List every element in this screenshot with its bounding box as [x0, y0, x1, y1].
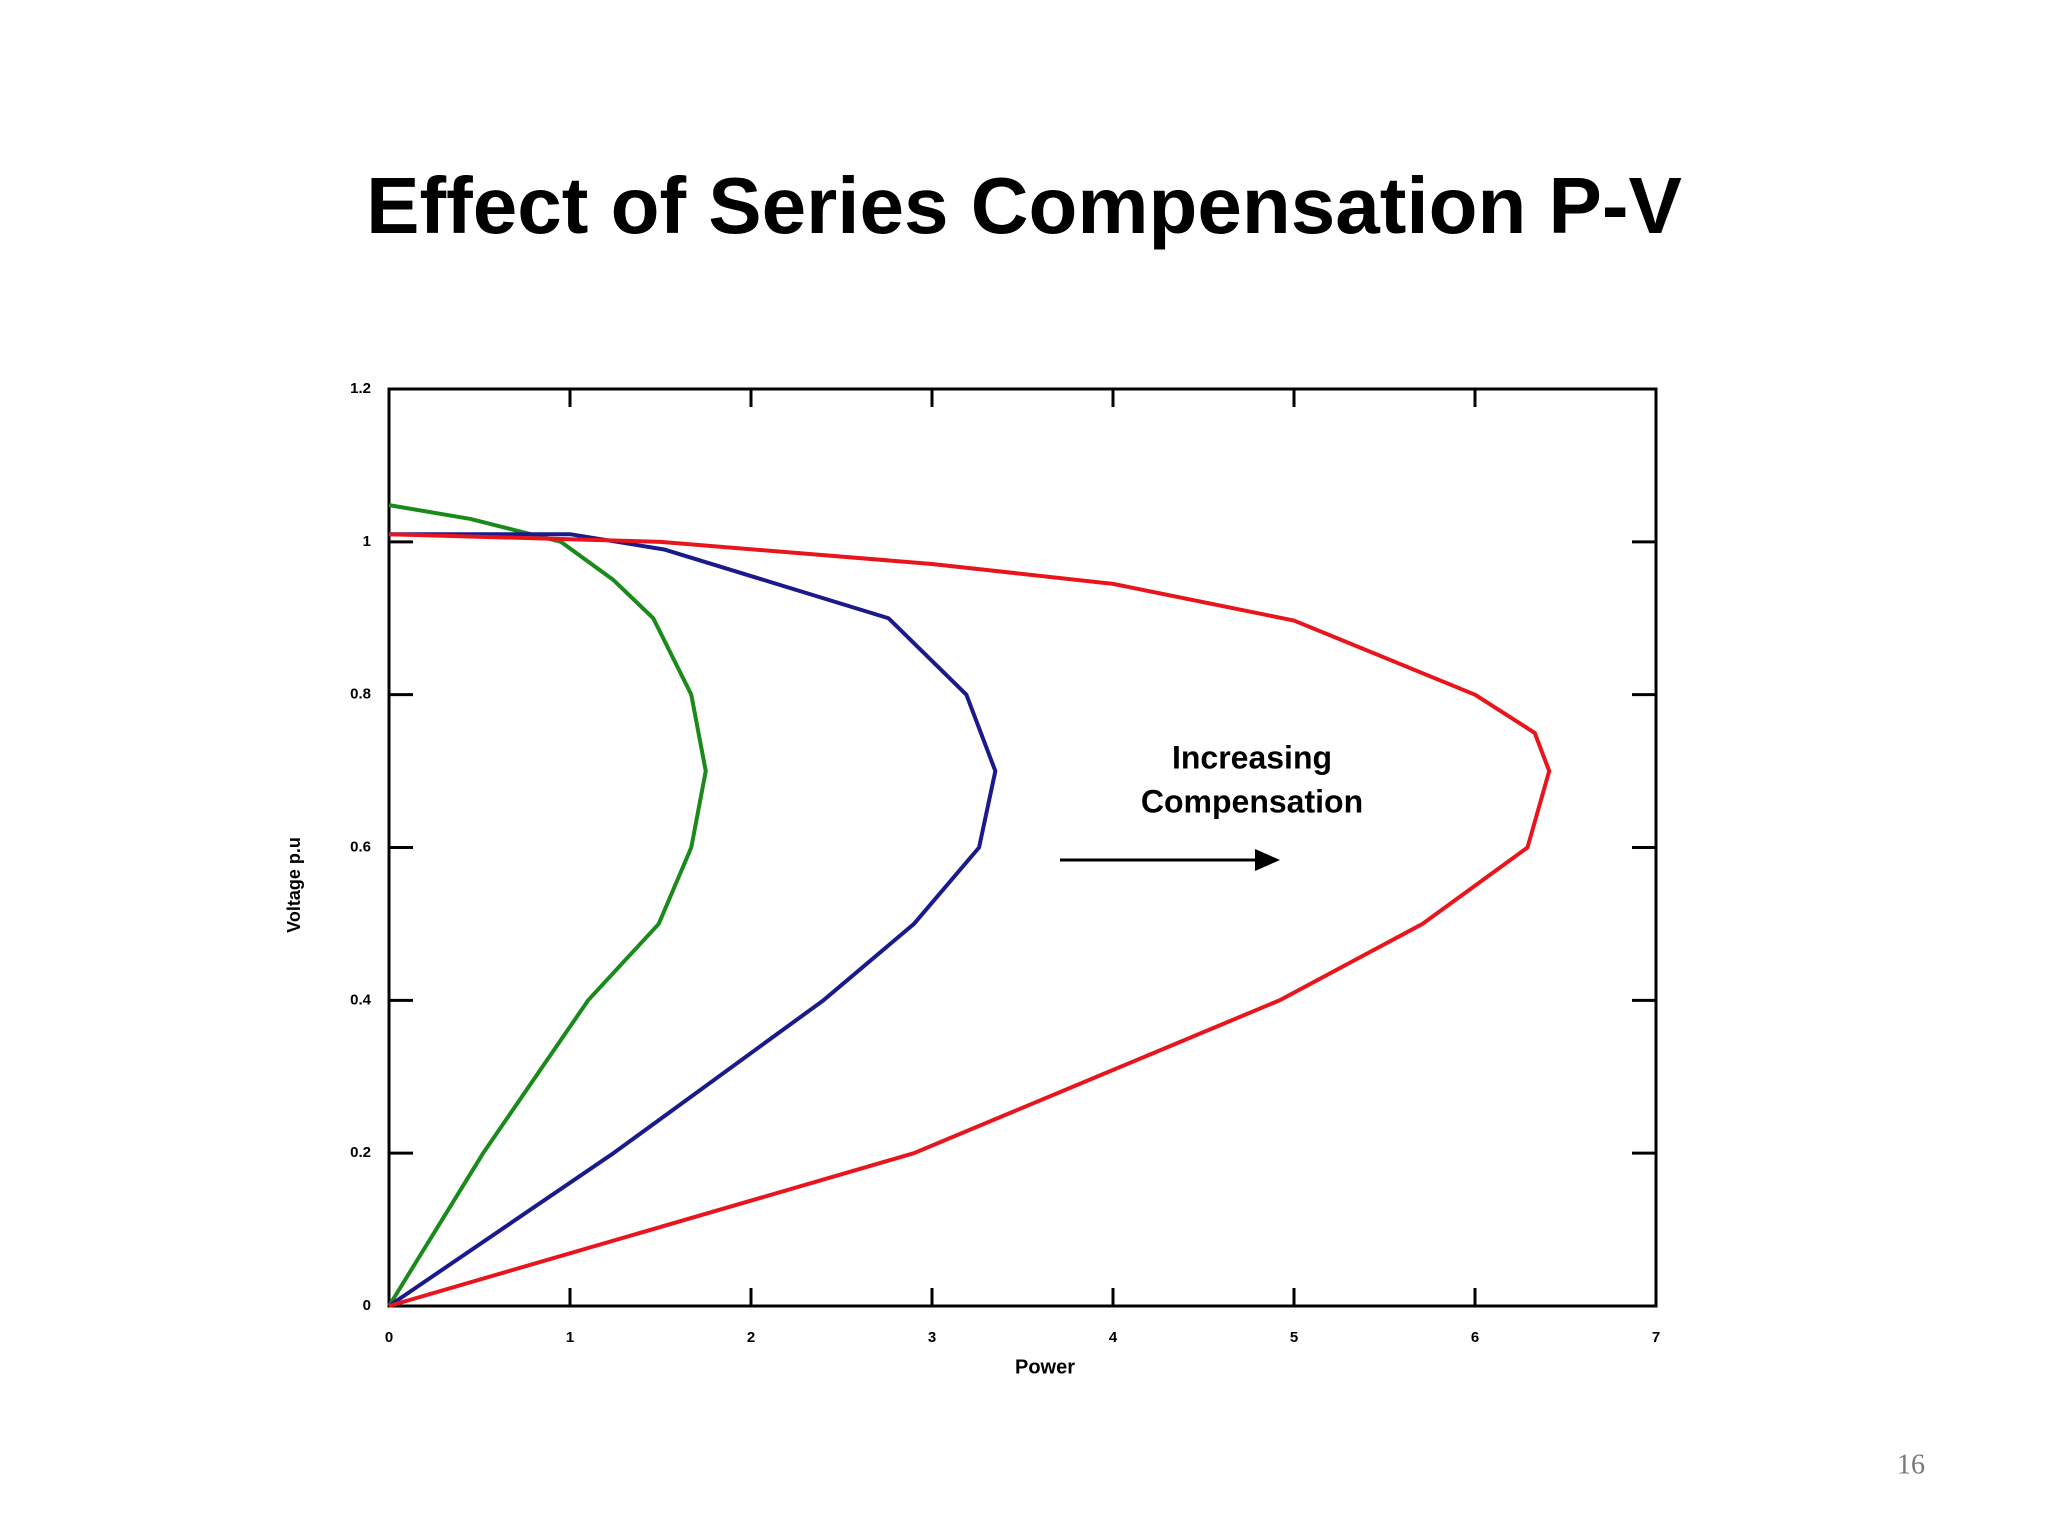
y-tick-label: 0.4	[350, 991, 372, 1008]
slide-title: Effect of Series Compensation P-V	[366, 161, 1682, 250]
y-axis-label: Voltage p.u	[284, 837, 304, 933]
x-tick-label: 3	[928, 1329, 936, 1346]
pv-curve	[388, 532, 1552, 1308]
y-tick-label: 0	[363, 1297, 371, 1314]
arrow-head	[1255, 849, 1280, 871]
x-tick-label: 2	[747, 1329, 755, 1346]
x-tick-label: 0	[385, 1329, 393, 1346]
y-tick-label: 0.6	[350, 838, 371, 855]
pv-curve	[387, 532, 998, 1308]
x-tick-label: 1	[566, 1329, 574, 1346]
page-number: 16	[1897, 1449, 1925, 1480]
y-tick-label: 0.2	[350, 1144, 371, 1161]
y-tick-label: 1	[363, 533, 371, 550]
x-tick-label: 6	[1471, 1329, 1479, 1346]
pv-curve	[387, 503, 708, 1308]
y-tick-label: 0.8	[350, 686, 371, 703]
x-tick-label: 4	[1109, 1329, 1118, 1346]
x-tick-label: 7	[1652, 1329, 1660, 1346]
x-axis-label: Power	[1015, 1356, 1075, 1378]
y-tick-label: 1.2	[350, 380, 371, 397]
x-tick-label: 5	[1290, 1329, 1298, 1346]
plot-frame	[387, 387, 1658, 1308]
annotation: Compensation	[1141, 783, 1363, 819]
annotation: Increasing	[1172, 739, 1332, 775]
